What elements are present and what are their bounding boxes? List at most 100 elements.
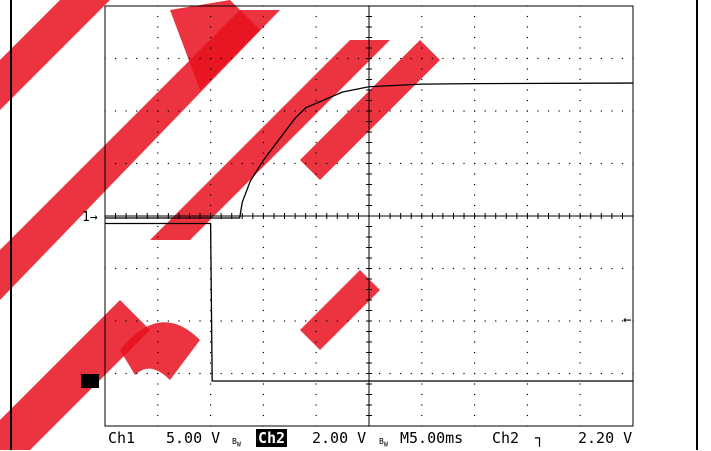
grid-dot — [347, 162, 349, 165]
grid-dot — [315, 89, 317, 91]
grid-dot — [157, 89, 159, 91]
grid-dot — [241, 372, 243, 375]
grid-dot — [421, 341, 423, 343]
grid-dot — [262, 78, 264, 81]
grid-dot — [357, 110, 360, 112]
grid-dot — [315, 320, 317, 322]
grid-dot — [484, 320, 486, 322]
grid-dot — [400, 110, 402, 112]
grid-dot — [347, 57, 349, 60]
grid-dot — [505, 267, 507, 270]
grid-dot — [220, 372, 222, 375]
grid-dot — [210, 131, 212, 133]
grid-dot — [590, 57, 592, 60]
grid-dot — [526, 57, 528, 60]
grid-dot — [210, 78, 212, 81]
grid-dot — [283, 162, 286, 165]
grid-dot — [474, 372, 476, 375]
grid-dot — [273, 320, 275, 322]
grid-dot — [526, 299, 528, 301]
grid-dot — [579, 5, 581, 7]
grid-dot — [421, 131, 423, 133]
grid-dot — [421, 68, 423, 70]
watermark-stroke — [170, 0, 260, 90]
grid-dot — [442, 372, 444, 375]
grid-dot — [231, 267, 233, 270]
grid-dot — [283, 320, 286, 322]
grid-dot — [378, 267, 381, 270]
grid-dot — [537, 320, 539, 322]
grid-dot — [210, 351, 212, 354]
grid-dot — [157, 47, 159, 49]
grid-dot — [526, 162, 528, 165]
grid-dot — [315, 57, 317, 60]
grid-dot — [452, 57, 455, 60]
grid-dot — [336, 372, 338, 375]
grid-dot — [315, 257, 317, 259]
grid-dot — [442, 57, 444, 60]
grid-dot — [579, 257, 581, 259]
grid-dot — [315, 341, 317, 343]
grid-dot — [210, 330, 212, 333]
grid-dot — [526, 246, 528, 249]
grid-dot — [421, 425, 423, 427]
grid-dot — [188, 372, 191, 375]
grid-dot — [357, 57, 360, 60]
grid-dot — [579, 152, 581, 154]
grid-dot — [421, 173, 423, 175]
grid-dot — [178, 162, 180, 165]
grid-dot — [294, 320, 296, 322]
grid-dot — [611, 267, 613, 270]
grid-dot — [452, 372, 455, 375]
grid-dot — [262, 5, 264, 7]
grid-dot — [157, 341, 159, 343]
grid-dot — [326, 57, 328, 60]
grid-dot — [452, 320, 455, 322]
grid-dot — [210, 309, 212, 312]
grid-dot — [262, 183, 264, 186]
grid-dot — [474, 5, 476, 7]
grid-dot — [579, 131, 581, 133]
grid-dot — [262, 288, 264, 291]
grid-dot — [495, 57, 497, 60]
grid-dot — [378, 110, 381, 112]
grid-dot — [526, 330, 528, 333]
grid-dot — [579, 351, 581, 354]
grid-dot — [252, 372, 254, 375]
grid-dot — [199, 162, 201, 165]
grid-dot — [611, 162, 613, 165]
grid-dot — [157, 15, 159, 18]
grid-dot — [262, 225, 264, 228]
grid-dot — [157, 131, 159, 133]
grid-dot — [157, 362, 159, 364]
grid-dot — [125, 320, 127, 322]
grid-dot — [442, 320, 444, 322]
grid-dot — [125, 372, 127, 375]
grid-dot — [526, 393, 528, 396]
grid-dot — [315, 330, 317, 333]
grid-dot — [558, 267, 560, 270]
grid-dot — [315, 288, 317, 291]
grid-dot — [421, 78, 423, 81]
grid-dot — [262, 309, 264, 312]
grid-dot — [579, 236, 581, 238]
grid-dot — [579, 309, 581, 312]
grid-dot — [421, 278, 423, 280]
grid-dot — [621, 267, 624, 270]
trigger-source: Ch2 — [492, 429, 520, 447]
grid-dot — [210, 299, 212, 301]
grid-dot — [262, 15, 264, 18]
grid-dot — [305, 372, 307, 375]
grid-dot — [210, 89, 212, 91]
grid-dot — [136, 320, 138, 322]
grid-dot — [474, 15, 476, 18]
grid-dot — [157, 288, 159, 291]
grid-dot — [283, 267, 286, 270]
grid-dot — [157, 26, 159, 28]
grid-dot — [157, 141, 159, 144]
grid-dot — [611, 320, 613, 322]
grid-dot — [157, 204, 159, 207]
grid-dot — [336, 320, 338, 322]
watermark-stroke — [150, 40, 390, 240]
grid-dot — [516, 267, 518, 270]
